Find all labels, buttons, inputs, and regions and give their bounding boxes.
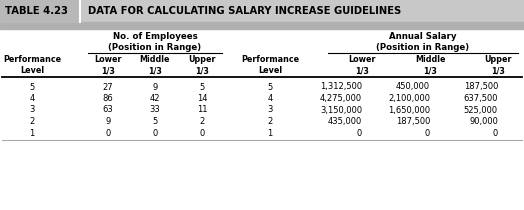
Text: No. of Employees
(Position in Range): No. of Employees (Position in Range) <box>108 32 202 52</box>
Text: 86: 86 <box>103 94 113 103</box>
Text: Lower
1/3: Lower 1/3 <box>348 55 376 75</box>
Text: 450,000: 450,000 <box>396 83 430 92</box>
Text: 435,000: 435,000 <box>328 117 362 126</box>
Text: 0: 0 <box>105 129 111 138</box>
Text: 3,150,000: 3,150,000 <box>320 105 362 114</box>
Text: Annual Salary
(Position in Range): Annual Salary (Position in Range) <box>376 32 470 52</box>
Text: Upper
1/3: Upper 1/3 <box>188 55 216 75</box>
Text: 187,500: 187,500 <box>464 83 498 92</box>
Text: 4: 4 <box>29 94 35 103</box>
Text: Performance
Level: Performance Level <box>241 55 299 75</box>
Text: 27: 27 <box>103 83 113 92</box>
Text: 11: 11 <box>196 105 208 114</box>
Text: 1: 1 <box>267 129 272 138</box>
Text: 1: 1 <box>29 129 35 138</box>
Text: 3: 3 <box>267 105 272 114</box>
Text: 5: 5 <box>29 83 35 92</box>
Text: 4: 4 <box>267 94 272 103</box>
Text: Middle
1/3: Middle 1/3 <box>415 55 445 75</box>
Bar <box>0 0 80 22</box>
Text: 90,000: 90,000 <box>469 117 498 126</box>
Text: 2,100,000: 2,100,000 <box>388 94 430 103</box>
Text: 2: 2 <box>29 117 35 126</box>
Text: Performance
Level: Performance Level <box>3 55 61 75</box>
Text: TABLE 4.23: TABLE 4.23 <box>5 6 68 16</box>
Text: 4,275,000: 4,275,000 <box>320 94 362 103</box>
Text: 0: 0 <box>152 129 158 138</box>
Text: 14: 14 <box>196 94 208 103</box>
Text: 2: 2 <box>199 117 205 126</box>
Text: 33: 33 <box>150 105 160 114</box>
Text: 0: 0 <box>199 129 205 138</box>
Text: 9: 9 <box>152 83 158 92</box>
Text: 5: 5 <box>267 83 272 92</box>
Text: 1,312,500: 1,312,500 <box>320 83 362 92</box>
Bar <box>0 0 524 22</box>
Text: 2: 2 <box>267 117 272 126</box>
Text: 1,650,000: 1,650,000 <box>388 105 430 114</box>
Text: Upper
1/3: Upper 1/3 <box>484 55 512 75</box>
Text: 187,500: 187,500 <box>396 117 430 126</box>
Text: Middle
1/3: Middle 1/3 <box>140 55 170 75</box>
Text: 0: 0 <box>493 129 498 138</box>
Text: 525,000: 525,000 <box>464 105 498 114</box>
Text: 3: 3 <box>29 105 35 114</box>
Text: 63: 63 <box>103 105 113 114</box>
Text: 42: 42 <box>150 94 160 103</box>
Text: 9: 9 <box>105 117 111 126</box>
Text: 637,500: 637,500 <box>464 94 498 103</box>
Text: 5: 5 <box>152 117 158 126</box>
Text: 0: 0 <box>357 129 362 138</box>
Text: 5: 5 <box>199 83 205 92</box>
Text: DATA FOR CALCULATING SALARY INCREASE GUIDELINES: DATA FOR CALCULATING SALARY INCREASE GUI… <box>88 6 401 16</box>
Text: Lower
1/3: Lower 1/3 <box>94 55 122 75</box>
Text: 0: 0 <box>425 129 430 138</box>
Bar <box>0 22 524 29</box>
